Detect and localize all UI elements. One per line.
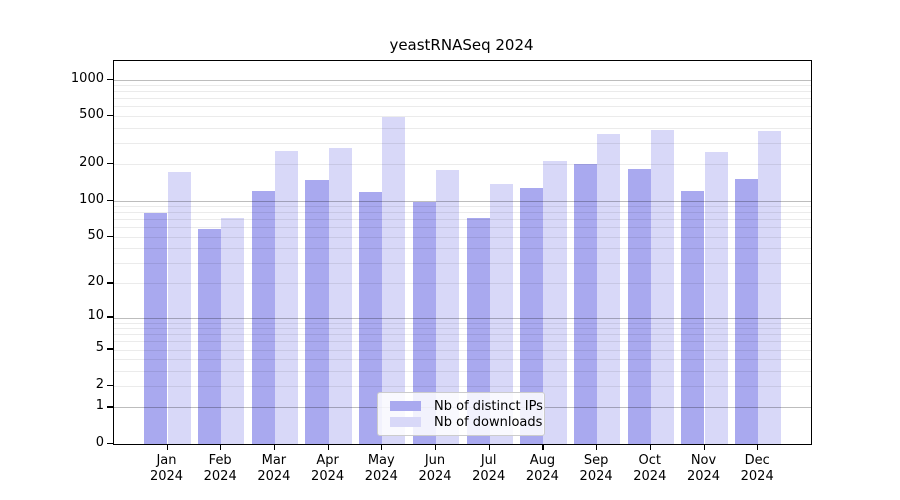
y-tick-mark-200 [107, 163, 113, 165]
chart-title: yeastRNASeq 2024 [389, 36, 534, 54]
y-tick-mark-2 [107, 385, 113, 387]
x-tick-mark-feb [220, 444, 222, 450]
bar-feb-downloads [221, 217, 245, 444]
x-tick-mark-oct [649, 444, 651, 450]
bar-aug-distinct-ips [520, 187, 544, 444]
bar-dec-downloads [758, 130, 782, 444]
x-tick-label-feb: Feb 2024 [203, 453, 237, 484]
bar-jan-distinct-ips [144, 213, 168, 444]
gridline-500 [114, 116, 811, 117]
y-tick-label-20: 20 [87, 274, 104, 290]
legend-swatch-downloads [390, 417, 421, 427]
x-tick-mark-nov [703, 444, 705, 450]
legend-item-distinct-ips: Nb of distinct IPs [390, 399, 543, 414]
legend: Nb of distinct IPs Nb of downloads [377, 392, 545, 436]
x-tick-label-dec: Dec 2024 [740, 453, 774, 484]
y-tick-mark-10 [107, 316, 113, 318]
x-tick-label-apr: Apr 2024 [311, 453, 345, 484]
y-tick-mark-20 [107, 282, 113, 284]
y-tick-label-100: 100 [79, 191, 104, 207]
x-tick-label-sep: Sep 2024 [579, 453, 613, 484]
x-tick-label-may: May 2024 [364, 453, 398, 484]
x-tick-label-oct: Oct 2024 [633, 453, 667, 484]
y-tick-label-2: 2 [95, 377, 104, 393]
y-tick-label-1000: 1000 [70, 70, 104, 86]
bar-aug-downloads [543, 161, 567, 444]
bar-may-downloads [382, 117, 406, 444]
y-tick-mark-50 [107, 235, 113, 237]
bar-jul-distinct-ips [466, 217, 490, 444]
x-tick-label-jul: Jul 2024 [472, 453, 506, 484]
x-tick-label-aug: Aug 2024 [525, 453, 559, 484]
bar-jan-downloads [167, 172, 191, 444]
bar-apr-downloads [328, 148, 352, 444]
x-tick-mark-jan [166, 444, 168, 450]
bar-mar-downloads [274, 150, 299, 444]
bar-may-distinct-ips [359, 192, 383, 444]
x-tick-mark-jun [435, 444, 437, 450]
plot-area [113, 60, 812, 445]
gridline-400 [114, 127, 811, 129]
y-tick-label-5: 5 [95, 340, 104, 356]
bar-nov-distinct-ips [681, 191, 705, 444]
bar-oct-distinct-ips [627, 168, 651, 444]
legend-swatch-distinct-ips [390, 401, 421, 411]
x-tick-mark-may [381, 444, 383, 450]
y-tick-label-0: 0 [95, 435, 104, 450]
bar-feb-distinct-ips [198, 228, 222, 444]
bar-jul-downloads [489, 183, 513, 444]
y-tick-mark-0 [107, 443, 113, 445]
gridline-300 [114, 142, 811, 144]
bar-nov-downloads [704, 152, 728, 444]
bar-sep-distinct-ips [573, 164, 598, 444]
x-tick-label-jan: Jan 2024 [149, 453, 184, 484]
y-tick-mark-5 [107, 348, 113, 350]
bar-dec-distinct-ips [735, 178, 759, 444]
x-tick-label-nov: Nov 2024 [686, 453, 721, 484]
x-tick-mark-aug [542, 444, 544, 450]
y-tick-mark-1 [107, 406, 113, 408]
gridline-800 [114, 91, 811, 93]
y-tick-label-1: 1 [95, 398, 104, 414]
x-tick-mark-mar [273, 444, 276, 450]
gridline-700 [114, 98, 811, 100]
x-tick-mark-dec [757, 444, 759, 450]
x-tick-mark-sep [596, 444, 598, 450]
bar-jun-distinct-ips [412, 202, 436, 444]
bar-mar-distinct-ips [251, 190, 275, 444]
x-tick-mark-apr [327, 444, 329, 450]
y-tick-label-10: 10 [87, 308, 104, 324]
y-tick-label-500: 500 [79, 107, 104, 123]
gridline-1000 [114, 79, 811, 81]
bar-oct-downloads [650, 129, 674, 444]
y-tick-mark-1000 [107, 78, 113, 80]
y-tick-label-50: 50 [87, 227, 104, 243]
gridline-600 [114, 106, 811, 108]
bar-sep-downloads [597, 133, 621, 444]
x-tick-label-mar: Mar 2024 [257, 453, 291, 484]
y-tick-mark-500 [107, 115, 113, 117]
gridline-900 [114, 85, 811, 87]
legend-item-downloads: Nb of downloads [390, 415, 542, 430]
y-tick-label-200: 200 [79, 155, 104, 171]
bar-jun-downloads [436, 170, 460, 444]
legend-label-distinct-ips: Nb of distinct IPs [434, 398, 543, 414]
x-tick-label-jun: Jun 2024 [418, 453, 452, 484]
bar-apr-distinct-ips [305, 180, 329, 444]
x-tick-mark-jul [488, 444, 490, 450]
y-tick-mark-100 [107, 199, 113, 201]
legend-label-downloads: Nb of downloads [434, 414, 543, 430]
